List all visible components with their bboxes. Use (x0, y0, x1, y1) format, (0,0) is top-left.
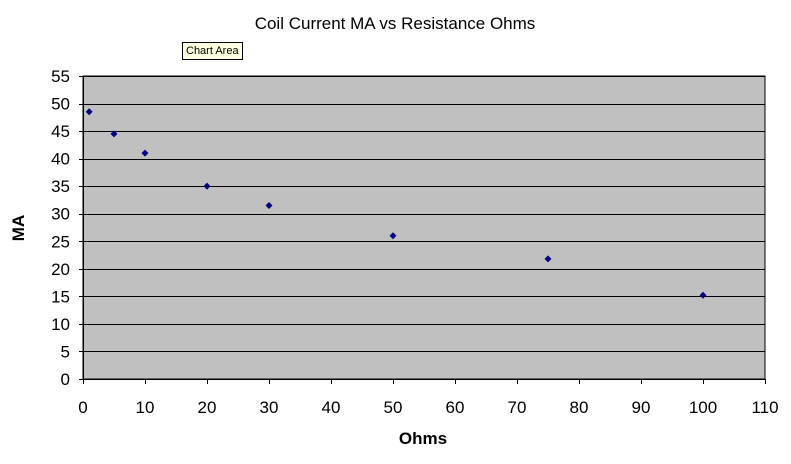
y-tick-label: 20 (51, 260, 70, 279)
y-tick-label: 0 (61, 370, 70, 389)
data-series[interactable] (85, 108, 707, 299)
x-tick-label: 100 (689, 398, 717, 417)
x-tick-labels: 0 10 20 30 40 50 60 70 80 90 100 110 (78, 398, 778, 417)
data-point[interactable] (389, 232, 397, 240)
data-point[interactable] (85, 108, 93, 116)
chart-area-tooltip: Chart Area (182, 42, 243, 60)
x-axis-title: Ohms (399, 429, 447, 448)
y-axis-title: MA (9, 215, 28, 241)
y-tick-label: 5 (61, 342, 70, 361)
y-tick-label: 50 (51, 95, 70, 114)
y-tick-label: 35 (51, 177, 70, 196)
x-tick-label: 80 (570, 398, 589, 417)
x-tick-label: 60 (446, 398, 465, 417)
gridlines (83, 76, 765, 352)
chart-title: Coil Current MA vs Resistance Ohms (255, 14, 536, 33)
data-point[interactable] (110, 130, 118, 138)
x-tick-label: 20 (198, 398, 217, 417)
y-tick-labels: 0 5 10 15 20 25 30 35 40 45 50 55 (51, 67, 70, 389)
x-tick-label: 30 (260, 398, 279, 417)
x-tick-label: 0 (78, 398, 87, 417)
x-tick-label: 70 (508, 398, 527, 417)
plot-background (82, 75, 766, 380)
y-tick-label: 55 (51, 67, 70, 86)
y-tick-label: 15 (51, 287, 70, 306)
y-tick-label: 40 (51, 150, 70, 169)
y-tick-label: 25 (51, 232, 70, 251)
data-point[interactable] (265, 201, 273, 209)
data-point[interactable] (699, 291, 707, 299)
data-point[interactable] (544, 255, 552, 263)
x-tick-label: 50 (384, 398, 403, 417)
x-tick-label: 40 (322, 398, 341, 417)
y-tick-label: 30 (51, 205, 70, 224)
data-point[interactable] (141, 149, 149, 157)
y-tick-label: 10 (51, 315, 70, 334)
x-tick-label: 10 (136, 398, 155, 417)
plot-area[interactable] (82, 75, 766, 380)
y-tick-label: 45 (51, 122, 70, 141)
data-point[interactable] (203, 182, 211, 190)
x-tick-label: 110 (751, 398, 778, 417)
x-tick-label: 90 (632, 398, 651, 417)
axes (79, 76, 766, 384)
